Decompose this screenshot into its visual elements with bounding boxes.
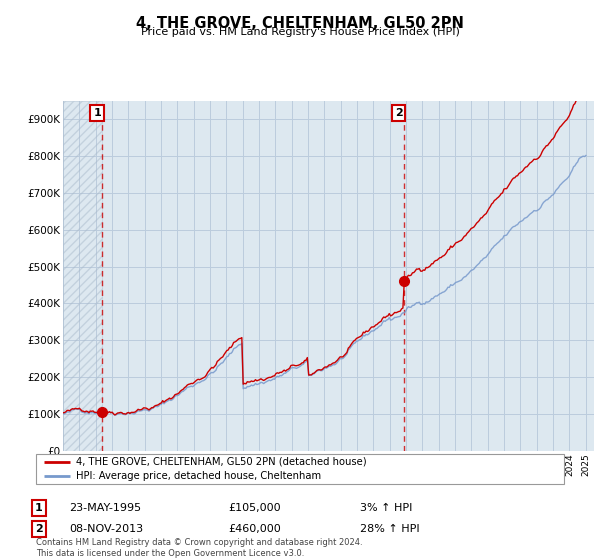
FancyBboxPatch shape xyxy=(36,454,564,484)
Text: 08-NOV-2013: 08-NOV-2013 xyxy=(69,524,143,534)
Text: £105,000: £105,000 xyxy=(228,503,281,513)
Text: 4, THE GROVE, CHELTENHAM, GL50 2PN (detached house): 4, THE GROVE, CHELTENHAM, GL50 2PN (deta… xyxy=(76,457,366,467)
Text: 2: 2 xyxy=(395,108,403,118)
Text: 4, THE GROVE, CHELTENHAM, GL50 2PN: 4, THE GROVE, CHELTENHAM, GL50 2PN xyxy=(136,16,464,31)
Text: £460,000: £460,000 xyxy=(228,524,281,534)
Text: 2: 2 xyxy=(35,524,43,534)
Text: Price paid vs. HM Land Registry's House Price Index (HPI): Price paid vs. HM Land Registry's House … xyxy=(140,27,460,37)
Text: 23-MAY-1995: 23-MAY-1995 xyxy=(69,503,141,513)
Text: 1: 1 xyxy=(93,108,101,118)
Text: Contains HM Land Registry data © Crown copyright and database right 2024.
This d: Contains HM Land Registry data © Crown c… xyxy=(36,538,362,558)
Text: HPI: Average price, detached house, Cheltenham: HPI: Average price, detached house, Chel… xyxy=(76,471,321,481)
Text: 3% ↑ HPI: 3% ↑ HPI xyxy=(360,503,412,513)
Text: 1: 1 xyxy=(35,503,43,513)
Text: 28% ↑ HPI: 28% ↑ HPI xyxy=(360,524,419,534)
